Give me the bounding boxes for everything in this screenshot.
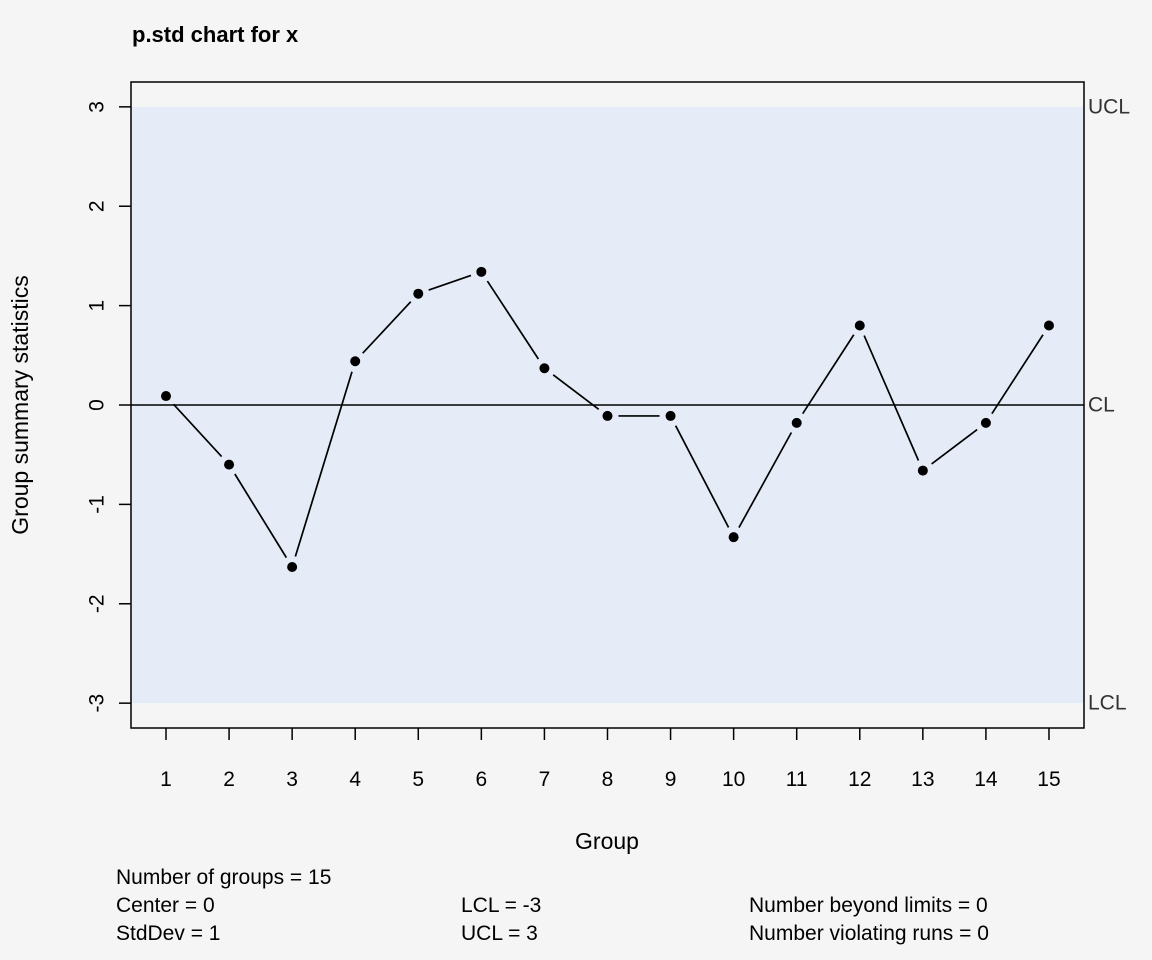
x-tick-label: 2 — [223, 768, 235, 791]
stat-center: Center = 0 — [116, 894, 215, 917]
y-tick-label: -3 — [86, 694, 109, 713]
x-tick-label: 11 — [786, 768, 808, 791]
data-point — [854, 320, 865, 331]
data-point — [602, 410, 613, 421]
data-point — [980, 417, 991, 428]
series-segment — [991, 334, 1044, 415]
stat-violating-runs: Number violating runs = 0 — [749, 922, 989, 945]
x-axis-label: Group — [575, 828, 639, 854]
series-line — [161, 266, 1054, 572]
x-tick-label: 15 — [1037, 768, 1060, 791]
data-point — [728, 532, 739, 543]
y-tick-label: 3 — [86, 101, 109, 113]
y-tick-label: -1 — [86, 495, 109, 514]
data-point — [791, 417, 802, 428]
stats-middle: LCL = -3 UCL = 3 — [461, 892, 541, 948]
stat-lcl: LCL = -3 — [461, 894, 542, 917]
x-tick-label: 14 — [974, 768, 998, 791]
y-tick-label: 1 — [86, 300, 109, 312]
x-tick-label: 12 — [848, 768, 871, 791]
stats-right: Number beyond limits = 0 Number violatin… — [749, 892, 989, 948]
x-tick-label: 6 — [476, 768, 488, 791]
cl-label: CL — [1088, 394, 1115, 417]
x-tick-label: 13 — [911, 768, 934, 791]
x-tick-label: 8 — [602, 768, 614, 791]
x-tick-label: 3 — [286, 768, 298, 791]
stat-beyond-limits: Number beyond limits = 0 — [749, 894, 988, 917]
data-point — [287, 561, 298, 572]
series-segment — [674, 425, 730, 528]
data-point — [665, 410, 676, 421]
lcl-label: LCL — [1088, 692, 1127, 715]
y-tick-label: -2 — [86, 594, 109, 613]
y-axis-label: Group summary statistics — [7, 275, 33, 534]
series-segment — [863, 335, 920, 461]
series-segment — [486, 280, 540, 360]
data-point — [224, 459, 235, 470]
stats-left: Number of groups = 15 Center = 0 StdDev … — [116, 864, 331, 948]
series-segment — [801, 334, 855, 415]
data-point — [350, 356, 361, 367]
stat-number-of-groups: Number of groups = 15 — [116, 866, 332, 889]
x-tick-label: 4 — [349, 768, 361, 791]
data-point — [476, 266, 487, 277]
stat-ucl: UCL = 3 — [461, 922, 538, 945]
y-tick-label: 2 — [86, 200, 109, 212]
series-segment — [931, 428, 978, 465]
x-tick-label: 7 — [539, 768, 551, 791]
x-tick-label: 10 — [722, 768, 745, 791]
series-segment — [362, 301, 412, 354]
series-segment — [738, 432, 793, 528]
chart-title: p.std chart for x — [132, 22, 299, 47]
data-point — [539, 363, 550, 374]
data-point — [917, 465, 928, 476]
series-segment — [234, 473, 288, 559]
x-tick-label: 9 — [665, 768, 677, 791]
series-segment — [552, 374, 600, 410]
y-axis: -3 -2 -1 0 1 2 3 — [86, 101, 131, 713]
ucl-label: UCL — [1088, 95, 1130, 118]
x-axis: 1 2 3 4 5 6 7 8 9 10 11 12 13 14 15 — [160, 728, 1061, 791]
data-point — [161, 391, 171, 402]
data-point — [413, 288, 424, 299]
x-tick-label: 1 — [160, 768, 172, 791]
data-point — [1043, 320, 1054, 331]
series-segment — [428, 274, 472, 291]
x-tick-label: 5 — [412, 768, 424, 791]
series-segment — [172, 403, 223, 458]
stat-stddev: StdDev = 1 — [116, 922, 221, 945]
y-tick-label: 0 — [86, 399, 109, 411]
series-segment — [294, 371, 353, 557]
